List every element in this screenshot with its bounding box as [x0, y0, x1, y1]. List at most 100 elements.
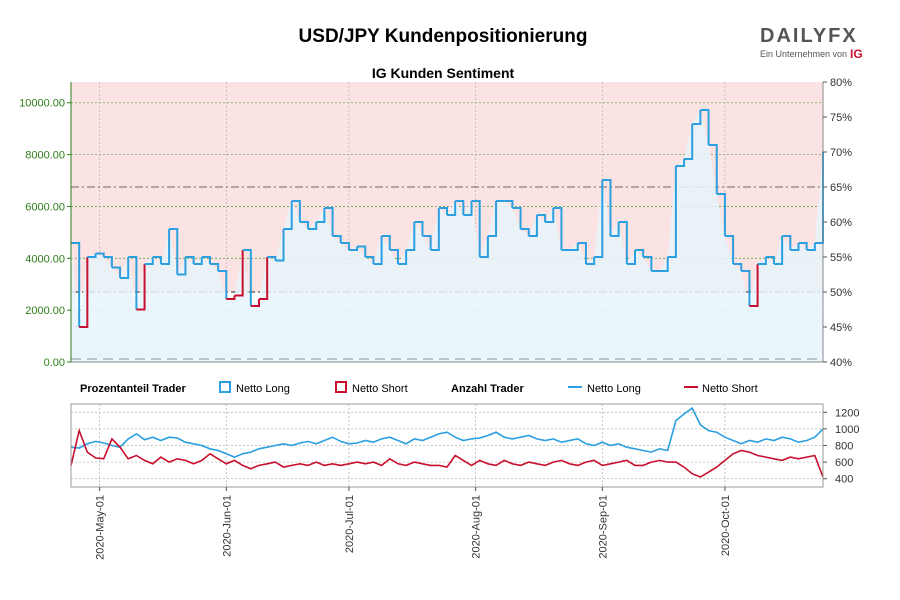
- sentiment-point: [806, 243, 816, 251]
- legend-count-long-label: Netto Long: [587, 383, 641, 395]
- sentiment-point: [618, 221, 628, 264]
- sentiment-point: [684, 124, 694, 160]
- count-gridlines: [71, 404, 823, 487]
- sentiment-point: [471, 200, 481, 257]
- count-tick-label: 400: [835, 474, 853, 486]
- price-tick-label: 0.00: [44, 357, 65, 369]
- sentiment-point: [577, 242, 587, 264]
- sentiment-point: [512, 207, 522, 229]
- sentiment-point: [308, 222, 318, 230]
- sentiment-tick-label: 75%: [830, 112, 852, 124]
- count-tick-label: 1200: [835, 407, 859, 419]
- sentiment-point: [553, 207, 563, 250]
- sentiment-point: [733, 263, 743, 271]
- sentiment-point: [610, 222, 620, 237]
- sentiment-point: [536, 214, 547, 222]
- legend-count-short-label: Netto Short: [702, 383, 758, 395]
- sentiment-point: [594, 180, 604, 258]
- legend-pct-short-label: Netto Short: [352, 383, 408, 395]
- sentiment-point: [283, 201, 293, 230]
- sentiment-tick-label: 65%: [830, 182, 852, 194]
- count-tick-label: 1000: [835, 424, 859, 436]
- sentiment-point: [169, 228, 179, 275]
- sentiment-point: [389, 249, 399, 264]
- sentiment-point: [397, 250, 408, 265]
- sentiment-point: [528, 215, 538, 237]
- date-tick-label: 2020-Sep-01: [597, 495, 609, 559]
- sentiment-point: [79, 257, 89, 328]
- sentiment-point: [790, 243, 800, 251]
- legend-pct-long-swatch: [219, 381, 231, 393]
- date-tick-label: 2020-May-01: [95, 495, 107, 560]
- price-tick-label: 4000.00: [25, 253, 65, 265]
- sentiment-point: [381, 235, 391, 250]
- legend-count-title: Anzahl Trader: [451, 383, 524, 395]
- sentiment-point: [479, 236, 489, 258]
- sentiment-point: [152, 256, 162, 264]
- brand-subtitle: Ein Unternehmen von: [760, 49, 847, 59]
- sentiment-point: [136, 264, 146, 311]
- sentiment-point: [798, 242, 808, 250]
- sentiment-point: [782, 235, 792, 250]
- sentiment-point: [348, 246, 359, 251]
- price-tick-label: 10000.00: [19, 98, 65, 110]
- sentiment-point: [234, 250, 244, 297]
- brand-name: DAILYFX: [760, 25, 858, 47]
- price-tick-label: 6000.00: [25, 201, 65, 213]
- sentiment-point: [111, 266, 122, 278]
- sentiment-point: [71, 242, 81, 327]
- sentiment-point: [626, 250, 636, 265]
- sentiment-point: [120, 257, 130, 279]
- sentiment-point: [455, 200, 465, 215]
- sentiment-point: [724, 235, 735, 264]
- date-tick-label: 2020-Jun-01: [221, 495, 233, 557]
- sentiment-point: [487, 201, 498, 237]
- legend-pct-long-label: Netto Long: [236, 383, 290, 395]
- date-tick-label: 2020-Oct-01: [720, 495, 732, 556]
- count-long-line: [70, 406, 824, 458]
- sentiment-point: [250, 299, 260, 307]
- sentiment-point: [667, 166, 677, 258]
- sentiment-point: [87, 253, 97, 258]
- sentiment-point: [299, 221, 310, 229]
- sentiment-tick-label: 55%: [830, 252, 852, 264]
- sentiment-tick-label: 40%: [830, 357, 852, 369]
- sentiment-point: [201, 256, 211, 264]
- sentiment-point: [757, 257, 767, 265]
- sentiment-point: [659, 257, 669, 272]
- sentiment-point: [226, 295, 236, 300]
- sentiment-point: [332, 235, 342, 243]
- legend-pct-short-swatch: [335, 381, 347, 393]
- sentiment-point: [422, 235, 432, 250]
- sentiment-point: [267, 256, 277, 261]
- sentiment-point: [209, 263, 220, 271]
- sentiment-tick-label: 60%: [830, 217, 852, 229]
- sentiment-point: [692, 110, 702, 125]
- dailyfx-logo: DAILYFX Ein Unternehmen von IG: [760, 25, 863, 61]
- sentiment-point: [675, 159, 686, 167]
- sentiment-point: [128, 256, 138, 310]
- sentiment-point: [406, 222, 416, 251]
- date-axis: 2020-May-01 2020-Jun-01 2020-Jul-01 2020-Au…: [95, 487, 732, 560]
- sentiment-point: [602, 179, 612, 236]
- sentiment-point: [765, 256, 775, 264]
- sentiment-point: [316, 208, 326, 223]
- sentiment-point: [160, 229, 171, 265]
- sentiment-point: [193, 257, 203, 265]
- brand-ig: IG: [850, 47, 863, 61]
- sentiment-point: [414, 221, 424, 236]
- sentiment-point: [545, 208, 555, 223]
- legend-pct-title: Prozentanteil Trader: [80, 383, 186, 395]
- sentiment-tick-label: 80%: [830, 77, 852, 89]
- sentiment-point: [144, 257, 154, 265]
- sentiment-point: [569, 243, 579, 251]
- sentiment-point: [340, 242, 350, 250]
- count-tick-label: 600: [835, 457, 853, 469]
- sentiment-point: [585, 257, 596, 265]
- price-tick-label: 8000.00: [25, 150, 65, 162]
- sentiment-point: [95, 252, 105, 257]
- date-tick-label: 2020-Aug-01: [471, 495, 483, 559]
- sentiment-point: [357, 245, 367, 257]
- sentiment-point: [373, 236, 383, 265]
